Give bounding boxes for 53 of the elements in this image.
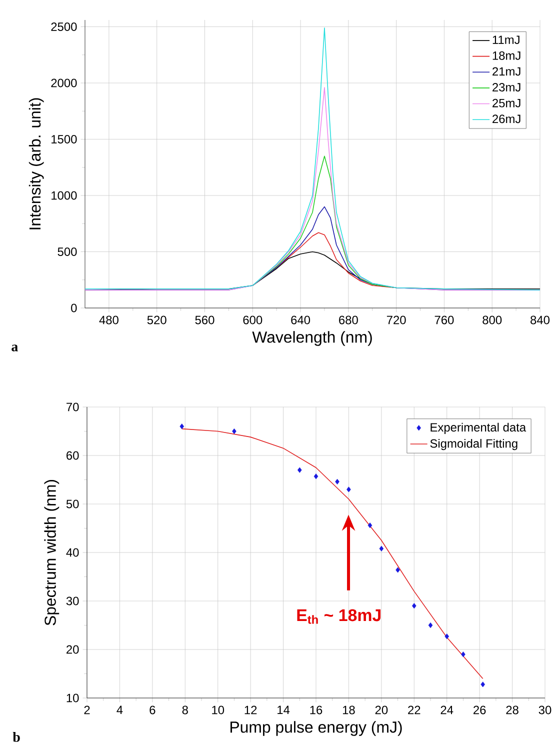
x-tick-label: 720: [386, 316, 406, 324]
y-tick-label: 2500: [51, 22, 77, 31]
legend-label: 21mJ: [492, 67, 520, 76]
x-tick-label: 24: [440, 706, 454, 714]
x-tick-label: 2: [84, 706, 90, 714]
y-tick-label: 60: [66, 451, 79, 460]
y-tick-label: 500: [58, 248, 77, 256]
legend-label: 18mJ: [492, 51, 520, 60]
x-tick-label: 480: [99, 316, 118, 324]
legend-label: 26mJ: [492, 114, 520, 124]
y-tick-label: 1000: [52, 191, 77, 200]
x-tick-label: 30: [538, 706, 552, 714]
legend-label: 11mJ: [492, 36, 520, 44]
x-tick-label: 600: [243, 316, 262, 324]
x-tick-label: 520: [147, 316, 166, 324]
x-tick-label: 800: [482, 316, 502, 324]
annotation: E$_{th}$ ~ 18mJ: [297, 609, 381, 624]
y-tick-label: 10: [66, 694, 79, 702]
x-tick-label: 10: [212, 706, 224, 714]
y-tick-label: 2000: [51, 78, 77, 88]
y-axis-title: Intensity (arb. unit): [28, 98, 44, 230]
x-tick-label: 12: [244, 706, 257, 714]
x-tick-label: 26: [474, 706, 486, 714]
y-tick-label: 30: [66, 596, 79, 606]
y-tick-label: 40: [66, 548, 79, 557]
x-tick-label: 560: [195, 316, 214, 324]
y-tick-label: 50: [66, 500, 79, 508]
x-axis-title: Wavelength (nm): [252, 331, 372, 346]
x-tick-label: 14: [278, 706, 290, 714]
x-tick-label: 640: [291, 316, 310, 324]
x-tick-label: 6: [150, 706, 156, 714]
x-tick-label: 28: [506, 706, 518, 714]
text: b: [12, 732, 20, 742]
x-tick-label: 680: [339, 316, 358, 324]
x-tick-label: 20: [375, 706, 388, 714]
x-tick-label: 8: [182, 706, 188, 714]
x-tick-label: 22: [408, 706, 420, 714]
x-tick-label: 4: [116, 706, 123, 714]
x-tick-label: 760: [434, 316, 454, 324]
x-tick-label: 16: [310, 706, 322, 714]
y-axis-title: Spectrum width (nm): [44, 480, 60, 626]
legend-label: Experimental data: [430, 422, 526, 434]
legend-label: Sigmoidal Fitting: [430, 438, 518, 450]
y-tick-label: 1500: [52, 135, 77, 144]
x-axis-title: Pump pulse energy (mJ): [230, 721, 402, 736]
x-tick-label: 18: [342, 706, 355, 714]
y-tick-label: 20: [66, 645, 79, 654]
legend-label: 25mJ: [492, 98, 520, 108]
y-tick-label: 0: [71, 304, 77, 312]
legend-label: 23mJ: [492, 83, 520, 92]
text: a: [12, 344, 18, 352]
x-tick-label: 840: [530, 316, 550, 324]
y-tick-label: 70: [66, 402, 79, 412]
